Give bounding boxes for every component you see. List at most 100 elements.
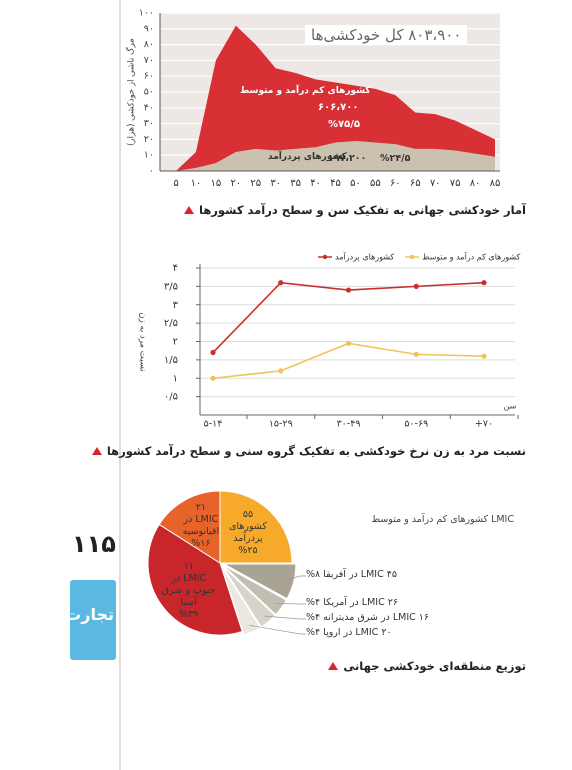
pie-slice: [219, 490, 293, 564]
series-total: ۱۹۷،۲۰۰: [328, 153, 367, 164]
x-tick-label: ۵۵: [370, 178, 381, 189]
slice-count: ۵۵: [242, 508, 254, 520]
series-name: کشورهای پردرآمد: [268, 152, 347, 162]
slice-count: ۲۰: [381, 627, 392, 638]
slice-name: کشورهای پردرآمد: [229, 520, 267, 544]
point: [481, 353, 487, 359]
x-tick-label: ۵۰-۶۹: [404, 419, 428, 430]
series-total: ۶۰۶،۷۰۰: [318, 102, 359, 113]
point: [345, 340, 352, 346]
slice-label: ۴۵ LMIC در آفریقا %۸: [306, 569, 397, 580]
slice-value: %۴: [306, 612, 321, 623]
slice-label: ۱۶ LMIC در شرق مدیترانه %۴: [306, 612, 429, 623]
line: [212, 342, 485, 380]
legend-title: LMIC کشورهای کم درآمد و متوسط: [371, 514, 514, 525]
y-axis-label: نسبت مرد به زن: [138, 312, 148, 371]
area: [176, 25, 495, 171]
y-tick-label: ۲: [173, 337, 178, 348]
slice-value: %۴: [306, 627, 321, 638]
point: [210, 349, 216, 356]
slice-label: ۲۰ LMIC در اروپا %۴: [306, 627, 392, 638]
pie-slice: [222, 564, 288, 616]
pie-slice: [223, 563, 297, 600]
x-tick-label: ۱۰: [191, 178, 202, 189]
legend-marker: [409, 254, 415, 260]
y-tick-label: ۱: [173, 373, 178, 384]
x-tick-label: ۳۰: [270, 178, 281, 189]
slice-label: ۱۱ LMIC در جنوب و شرق آسیا %۳۹: [159, 561, 219, 621]
point: [345, 287, 352, 293]
slice-value: %۸: [306, 569, 321, 580]
slice-label: ۵۵ کشورهای پردرآمد %۲۵: [218, 509, 278, 557]
area: [176, 140, 495, 171]
x-tick-label: ۵۰: [350, 178, 361, 189]
legend-marker: [322, 254, 328, 260]
x-tick-label: ۷۵: [450, 178, 461, 189]
caption: نسبت مرد به زن نرخ خودکشی به تفکیک گروه …: [92, 444, 526, 458]
slice-value: %۱۶: [191, 538, 211, 550]
x-tick-label: ۸۵: [490, 178, 501, 189]
leader-line: [249, 624, 306, 635]
x-tick-label: ۶۰: [390, 178, 401, 189]
series-name: کشورهای کم درآمد و متوسط: [240, 86, 371, 96]
series-share: %۲۴/۵: [380, 153, 411, 164]
leader-line: [286, 575, 306, 581]
slice-count: ۲۶: [387, 597, 398, 608]
point: [210, 375, 216, 381]
x-tick-label: ۵: [173, 178, 178, 189]
x-tick-label: +۷۰: [475, 419, 493, 430]
slice-name: LMIC در آفریقا: [323, 569, 384, 580]
pie-slice: [158, 490, 221, 564]
x-tick-label: ۶۵: [410, 178, 421, 189]
point: [413, 283, 419, 289]
y-tick-label: ۱۰۰: [139, 8, 154, 19]
y-tick-label: ۱/۵: [164, 355, 178, 366]
slice-count: ۲۱: [195, 502, 207, 514]
caption: توزیع منطقه‌ای خودکشی جهانی: [328, 659, 526, 673]
y-tick-label: ۲۰: [144, 134, 154, 145]
y-axis-label: مرگ ناشی از خودکشی (هزار): [127, 38, 137, 146]
point: [278, 280, 284, 286]
logo: تجارت: [65, 605, 114, 624]
slice-name: LMIC در اقیانوسیه: [182, 514, 220, 538]
leader-line: [275, 603, 306, 605]
x-tick-label: ۳۰-۴۹: [337, 419, 361, 430]
leader-line: [263, 615, 306, 620]
x-tick-label: ۱۵: [211, 178, 222, 189]
slice-count: ۱۶: [418, 612, 430, 623]
point: [413, 351, 419, 357]
y-tick-label: ۶۰: [144, 71, 154, 82]
y-tick-label: ۳۰: [144, 118, 154, 129]
point: [278, 368, 284, 374]
slice-value: %۴: [306, 597, 321, 608]
y-tick-label: ۵۰: [144, 87, 154, 98]
x-tick-label: ۲۰: [230, 178, 241, 189]
y-tick-label: ۳/۵: [164, 281, 178, 292]
y-tick-label: ۹۰: [144, 23, 154, 34]
x-tick-label: ۱۵-۲۹: [269, 419, 293, 430]
slice-label: ۲۶ LMIC در آمریکا %۴: [306, 597, 398, 608]
y-tick-label: ۷۰: [144, 55, 154, 66]
y-tick-label: ۰: [149, 166, 154, 177]
slice-value: %۲۵: [238, 544, 258, 556]
logo-box: [70, 580, 116, 660]
legend-label: کشورهای کم درآمد و متوسط: [422, 252, 520, 262]
x-tick-label: ۲۵: [250, 178, 261, 189]
pie-slice: [222, 565, 276, 628]
slice-value: %۳۹: [179, 609, 199, 621]
y-tick-label: ۳: [173, 300, 179, 311]
slice-count: ۴۵: [386, 569, 397, 580]
slice-name: LMIC در اروپا: [323, 627, 379, 638]
page-number: ۱۱۵: [72, 530, 116, 558]
x-axis-label: سن: [504, 402, 517, 411]
x-tick-label: ۵-۱۴: [204, 419, 223, 430]
y-tick-label: ۱۰: [144, 150, 154, 161]
x-tick-label: ۳۵: [290, 178, 301, 189]
y-tick-label: ۰/۵: [164, 392, 178, 403]
slice-name: LMIC در شرق مدیترانه: [323, 612, 416, 623]
y-tick-label: ۴۰: [144, 102, 154, 113]
slice-count: ۱۱: [183, 561, 194, 573]
x-tick-label: ۴۰: [310, 178, 321, 189]
